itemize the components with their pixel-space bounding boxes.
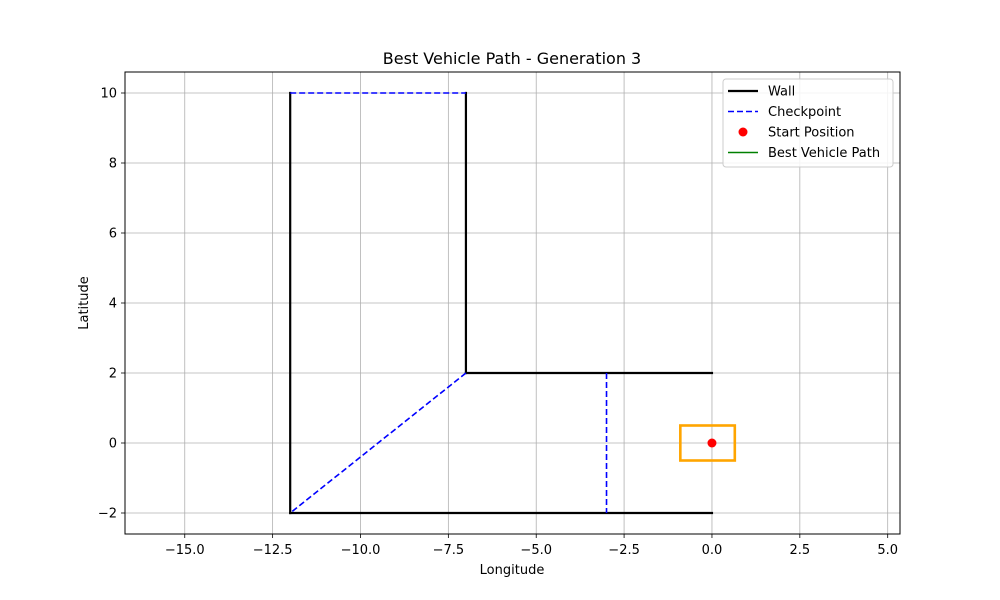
grid	[125, 72, 900, 534]
x-tick-label: −7.5	[433, 543, 465, 558]
y-tick-label: 10	[100, 87, 117, 102]
x-tick-label: −10.0	[341, 543, 381, 558]
legend-swatch-start-position	[738, 127, 748, 137]
plot-data	[289, 91, 737, 515]
legend-label-wall: Wall	[768, 85, 795, 100]
y-tick-label: 8	[109, 157, 117, 172]
axis-ticks: −15.0 −12.5 −10.0 −7.5 −5.0 −2.5 0.0 2.5 5.0 −2 0 2…	[98, 87, 898, 559]
y-tick-label: 0	[109, 437, 117, 452]
legend-label-best-vehicle-path: Best Vehicle Path	[768, 146, 880, 161]
vehicle-box	[679, 424, 737, 462]
legend-label-start-position: Start Position	[768, 126, 855, 141]
y-tick-label: 6	[109, 227, 117, 242]
checkpoint-segment	[289, 372, 467, 514]
legend-label-checkpoint: Checkpoint	[768, 105, 841, 120]
x-tick-label: 2.5	[789, 543, 810, 558]
x-tick-label: −2.5	[608, 543, 640, 558]
start-position-marker	[707, 438, 717, 448]
legend-frame	[722, 78, 894, 168]
x-tick-label: −5.0	[520, 543, 552, 558]
y-tick-label: 2	[109, 367, 117, 382]
legend: Wall Checkpoint Start Position Best Vehicle…	[722, 78, 894, 168]
x-tick-label: −15.0	[165, 543, 205, 558]
y-tick-label: 4	[109, 297, 117, 312]
chart-title: Best Vehicle Path - Generation 3	[383, 49, 641, 68]
x-axis-label: Longitude	[480, 563, 545, 578]
x-tick-label: 0.0	[702, 543, 723, 558]
x-tick-label: 5.0	[877, 543, 898, 558]
x-tick-label: −12.5	[253, 543, 293, 558]
y-tick-label: −2	[98, 507, 117, 522]
y-axis-label: Latitude	[77, 276, 92, 330]
